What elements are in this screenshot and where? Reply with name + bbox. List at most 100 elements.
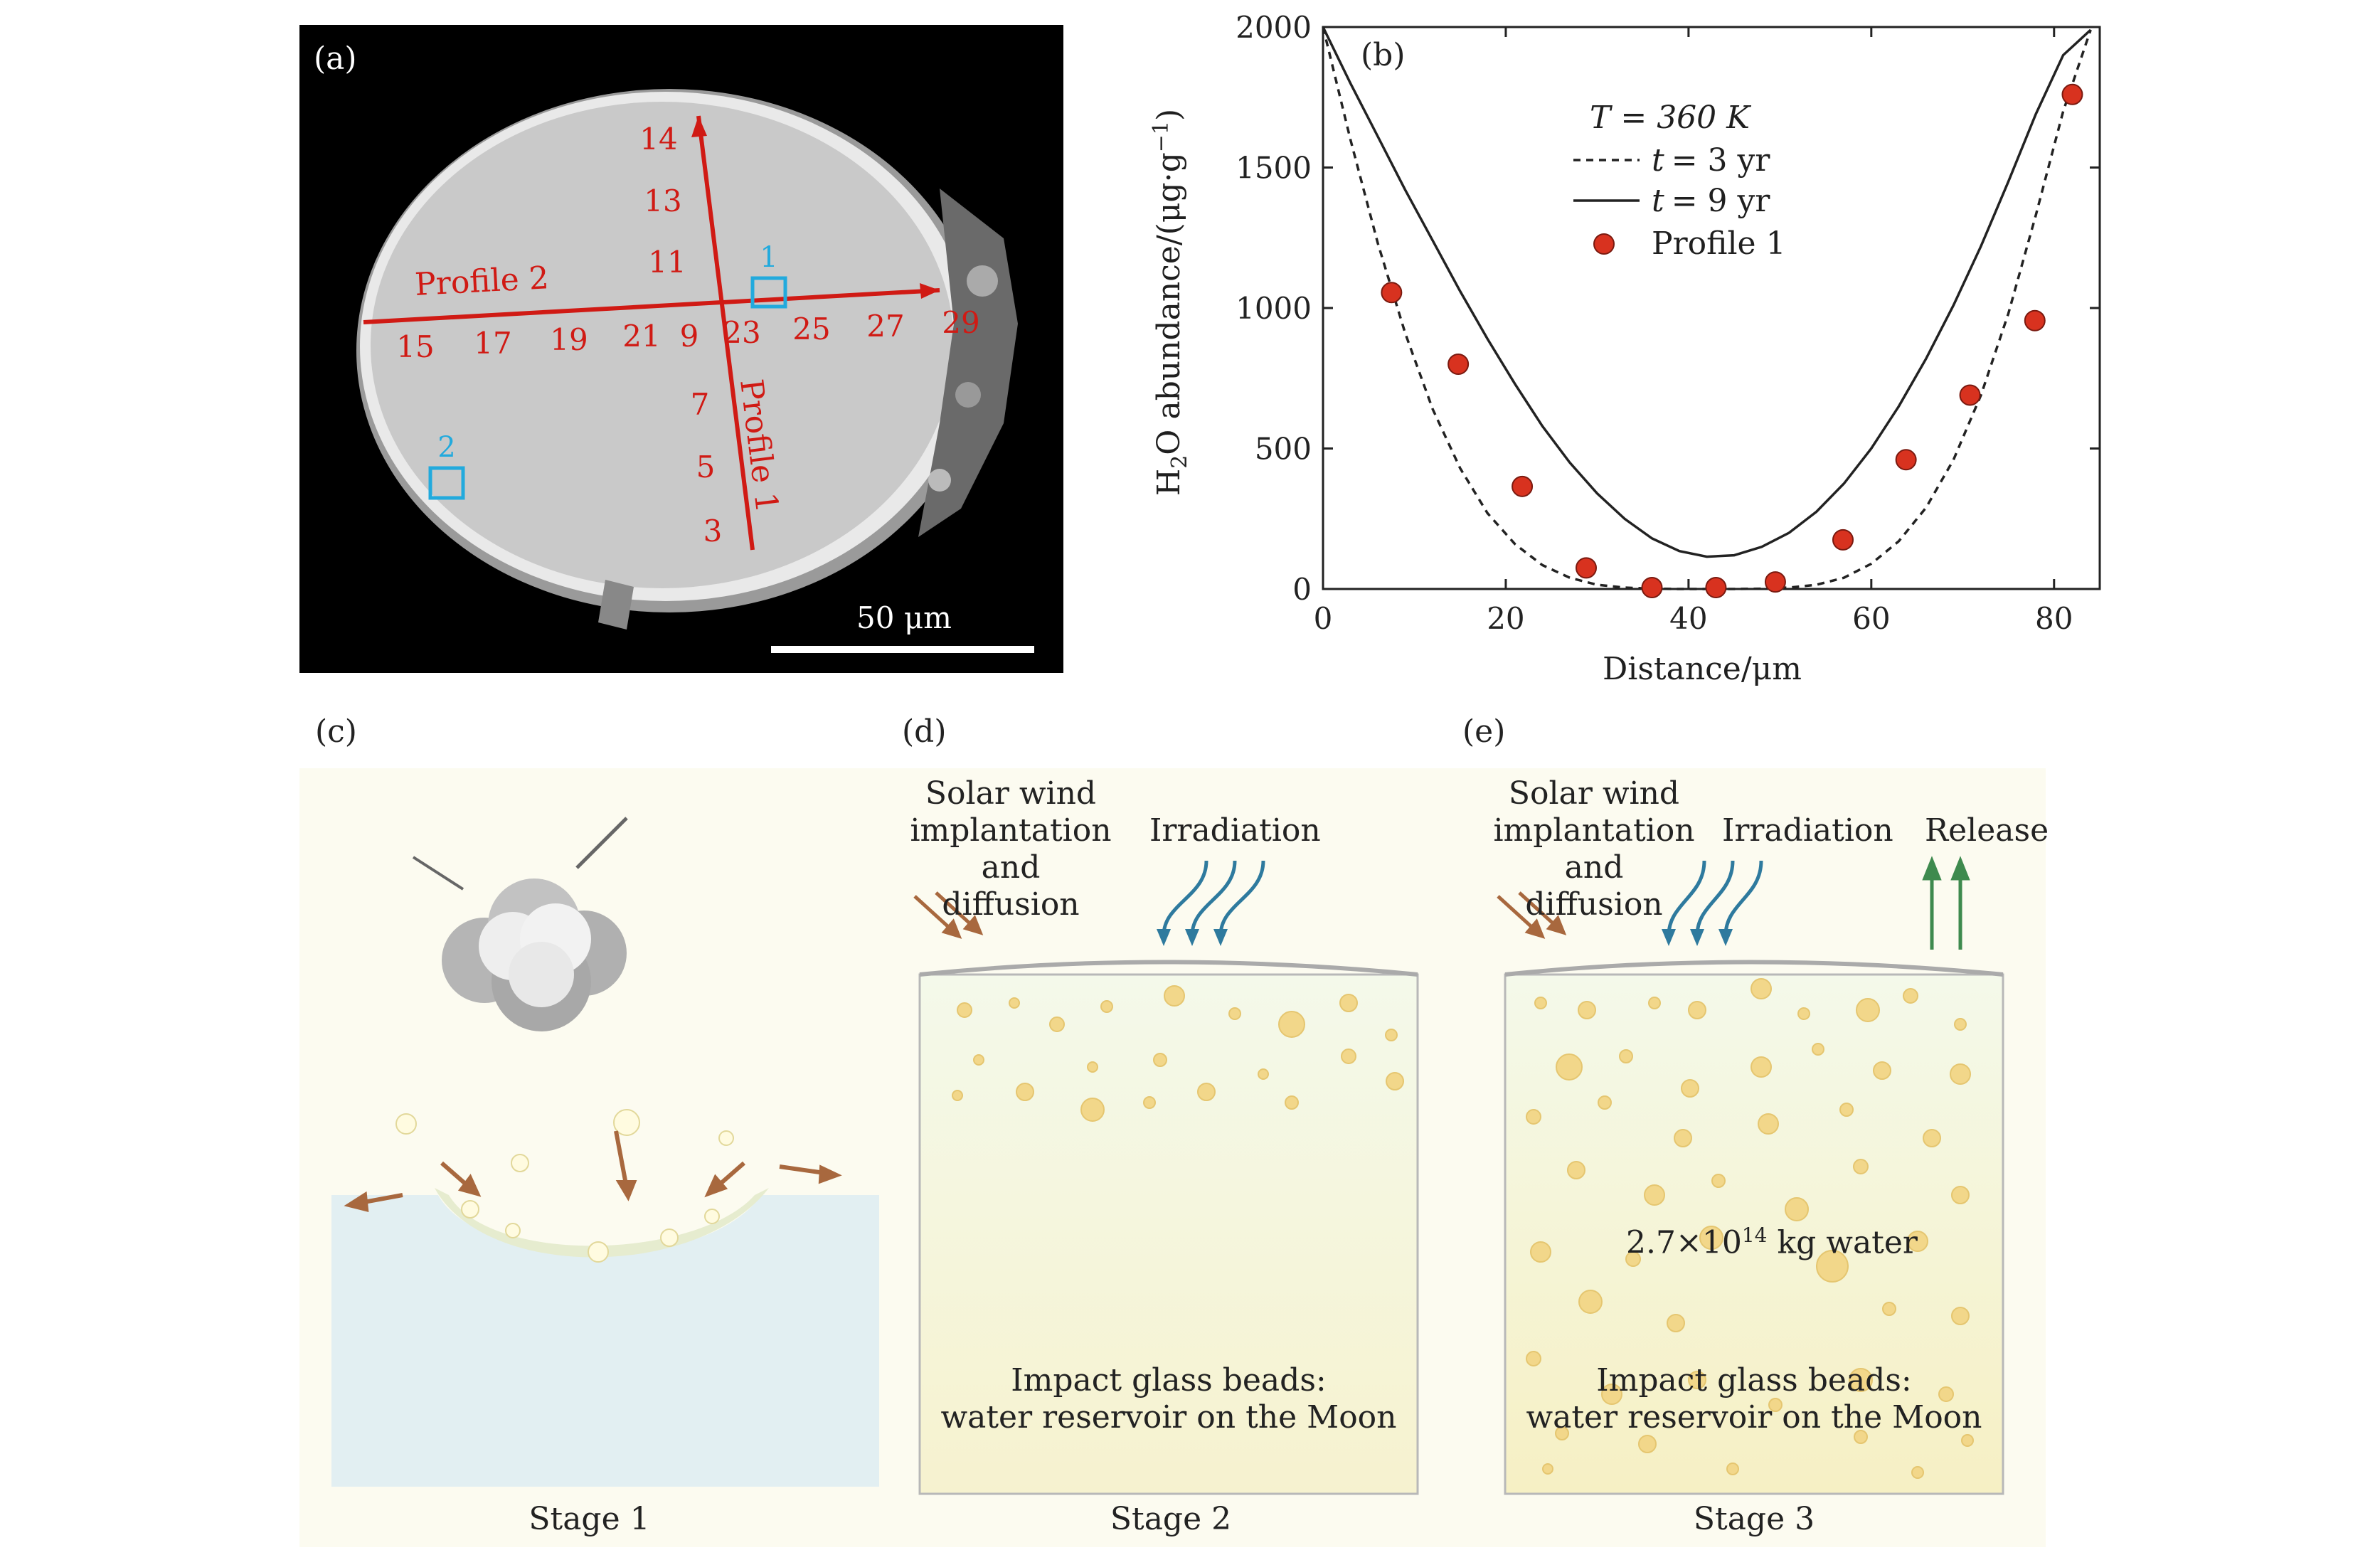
x-tick-label: 60: [1852, 601, 1890, 636]
box2-label: 2: [437, 431, 455, 464]
irradiation-arrowheads: [1662, 929, 1733, 946]
panel-e-label: (e): [1462, 713, 1506, 750]
reservoir-line2: water reservoir on the Moon: [1526, 1399, 1982, 1435]
legend-t9-value: = 9 yr: [1672, 183, 1771, 219]
data-point: [1447, 354, 1470, 375]
profile1-points: [1381, 83, 2083, 599]
reservoir-line1: Impact glass beads:: [1596, 1362, 1912, 1398]
solar-wind-line1: Solar wind: [925, 775, 1097, 812]
solar-wind-label: Solar wind implantation and diffusion: [1491, 775, 1697, 923]
ejecta-arrows: [344, 1130, 842, 1212]
data-point: [1895, 449, 1917, 471]
p1-num: 11: [648, 245, 686, 280]
profile1-arrowhead: [691, 116, 707, 137]
reservoir-line1: Impact glass beads:: [1011, 1362, 1327, 1398]
irradiation-arrows: [1162, 860, 1265, 936]
legend-t3-symbol: t: [1652, 142, 1664, 179]
p2-num: 27: [866, 309, 904, 344]
data-point: [1381, 282, 1403, 304]
panel-a-label: (a): [314, 41, 357, 77]
p1-num: 7: [691, 387, 710, 422]
legend-t9-symbol: t: [1652, 183, 1664, 219]
y-tick-label: 1000: [1236, 291, 1312, 326]
profile2-arrowhead: [920, 283, 940, 299]
reservoir-text: Impact glass beads: water reservoir on t…: [1505, 1362, 2003, 1436]
scale-bar-label: 50 μm: [856, 600, 952, 635]
data-point: [2061, 83, 2083, 105]
p2-num: 23: [723, 315, 760, 350]
glass-beads: [952, 985, 1404, 1122]
crater-melt: [435, 1188, 769, 1258]
y-tick-label: 2000: [1236, 10, 1312, 45]
solar-wind-line3: and diffusion: [942, 849, 1080, 923]
profile1-line: [696, 115, 755, 551]
x-tick-label: 40: [1669, 601, 1707, 636]
irradiation-arrows: [1667, 860, 1763, 936]
release-label: Release: [1925, 812, 2049, 849]
p1-num: 3: [703, 514, 723, 548]
p1-num: 9: [680, 319, 699, 354]
solar-wind-line2: implantation: [910, 812, 1112, 849]
p2-num: 29: [942, 305, 979, 340]
data-point: [1512, 475, 1534, 497]
h2o-abundance-chart: 0 500 1000 1500 2000 0 20 40 60 80 (b) T = 360 K…: [1149, 10, 2101, 687]
data-point: [1641, 577, 1663, 599]
water-amount-base: 2.7×10: [1626, 1224, 1742, 1261]
legend-point-marker: [1593, 233, 1615, 255]
scale-bar: [771, 646, 1034, 653]
water-amount-exponent: 14: [1741, 1223, 1768, 1247]
debris-bottom: [598, 580, 634, 630]
reservoir-line2: water reservoir on the Moon: [940, 1399, 1397, 1435]
data-point: [1575, 557, 1597, 579]
water-amount: 2.7×1014 kg water: [1626, 1223, 1918, 1261]
profile2-line: [363, 288, 940, 324]
stage1-caption: Stage 1: [528, 1501, 650, 1537]
p2-num: 19: [550, 322, 588, 357]
y-tick-label: 1500: [1236, 151, 1312, 186]
p1-num: 5: [696, 450, 716, 484]
reservoir-text: Impact glass beads: water reservoir on t…: [920, 1362, 1418, 1436]
p2-num: 15: [396, 329, 434, 364]
y-tick-label: 500: [1255, 432, 1312, 467]
x-tick-label: 80: [2035, 601, 2073, 636]
panel-c: Stage 1: [299, 768, 879, 1547]
panel-b-label: (b): [1361, 37, 1406, 73]
y-tick-label: 0: [1292, 572, 1312, 607]
solar-wind-line1: Solar wind: [1508, 775, 1680, 812]
panel-a: 1 2 Profile 2 Profile 1 14 13 11 9 7 5 3…: [299, 25, 1063, 673]
data-point: [1959, 384, 1981, 406]
irradiation-label: Irradiation: [1722, 812, 1893, 849]
solar-wind-label: Solar wind implantation and diffusion: [908, 775, 1114, 923]
legend-t9: t = 9 yr: [1652, 183, 1770, 219]
legend-t3: t = 3 yr: [1652, 142, 1770, 179]
legend-t3-value: = 3 yr: [1672, 142, 1771, 179]
impact-cloud: [442, 878, 627, 1031]
profile2-numbers: 15 17 19 21 23 25 27 29: [396, 305, 979, 364]
p2-num: 21: [622, 319, 660, 354]
streak-line: [575, 817, 628, 869]
irradiation-label: Irradiation: [1149, 812, 1321, 849]
x-axis-label: Distance/μm: [1603, 651, 1802, 687]
box-2: [428, 466, 465, 500]
p1-num: 13: [644, 184, 681, 218]
sem-image: 1 2 Profile 2 Profile 1 14 13 11 9 7 5 3…: [314, 41, 1034, 653]
stage2-caption: Stage 2: [1110, 1501, 1232, 1537]
data-point: [1764, 571, 1786, 593]
ground: [331, 1195, 879, 1487]
legend-title: T = 360 K: [1590, 100, 1751, 136]
panel-c-label: (c): [315, 713, 357, 750]
p2-num: 25: [792, 312, 830, 346]
data-point: [1832, 529, 1854, 551]
x-ticks: 0 20 40 60 80: [1314, 27, 2073, 636]
panel-b: 0 500 1000 1500 2000 0 20 40 60 80 (b) T = 360 K…: [1138, 0, 2120, 697]
box-1: [750, 276, 787, 309]
solar-wind-arrows: [913, 891, 984, 939]
box1-label: 1: [760, 241, 777, 274]
panel-d: Solar wind implantation and diffusion Ir…: [879, 768, 1462, 1547]
solar-wind-line3: and diffusion: [1525, 849, 1663, 923]
x-tick-label: 20: [1487, 601, 1524, 636]
stage3-illustration: [1497, 856, 2004, 1495]
surface-layer: [919, 960, 1418, 977]
curve-t9yr: [1322, 26, 2092, 558]
surface-layer: [1504, 960, 2004, 977]
